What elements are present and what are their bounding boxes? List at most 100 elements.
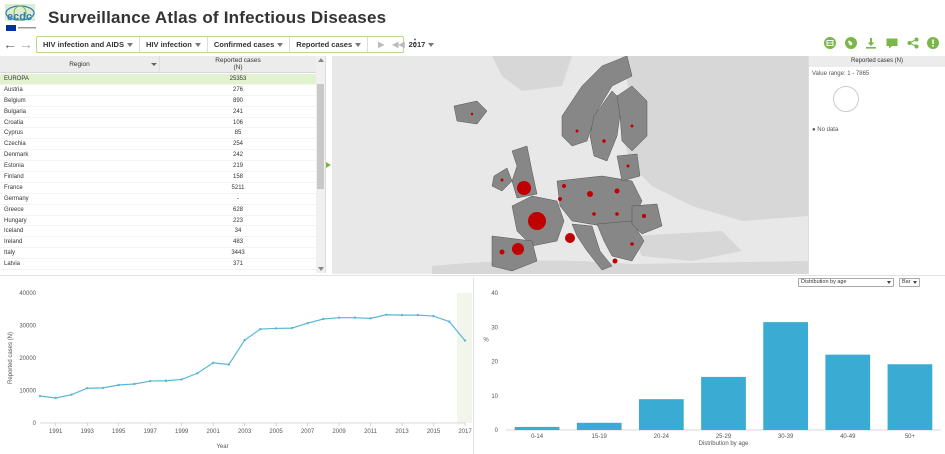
trend-point[interactable] [196,372,199,375]
trend-point[interactable] [274,327,278,330]
x-tick-label: 25-29 [716,434,732,440]
trend-point[interactable] [290,326,294,330]
chart-type-select[interactable]: Bar [899,278,920,287]
case-type-filter[interactable]: Confirmed cases [208,37,291,52]
table-row[interactable]: Denmark 242 [0,150,316,162]
trend-point[interactable] [385,313,388,316]
trend-point[interactable] [86,387,89,390]
table-row[interactable]: Italy 3443 [0,248,316,260]
table-row[interactable]: Finland 158 [0,172,316,183]
trend-point[interactable] [259,327,262,331]
trend-point[interactable] [463,339,467,342]
table-row[interactable]: Austria 276 [0,85,316,96]
table-row[interactable]: EUROPA 25353 [0,74,316,85]
back-button[interactable]: ← [3,36,17,52]
forward-button[interactable]: → [19,36,33,52]
trend-point[interactable] [227,363,231,366]
trend-point[interactable] [101,386,105,390]
legend-bubble [833,86,859,112]
trend-point[interactable] [164,379,168,382]
trend-point[interactable] [54,396,57,400]
table-row[interactable]: Iceland 34 [0,226,316,238]
bar-15-19[interactable] [576,422,622,430]
table-icon[interactable] [824,37,836,49]
bar-25-29[interactable] [701,376,746,430]
map-country-central-europe [556,175,643,227]
bar-30-39[interactable] [763,322,809,430]
alert-icon[interactable] [927,37,939,49]
scroll-thumb[interactable] [317,84,324,189]
map-bubble-baltics [626,164,630,168]
more-options-icon[interactable]: ⋮ [410,38,420,49]
chevron-down-icon [194,42,201,47]
trend-point[interactable] [133,382,136,386]
comment-icon[interactable] [886,37,898,49]
map-region-north-africa [432,260,808,274]
download-icon[interactable] [865,37,877,49]
scroll-down-icon[interactable] [318,267,324,271]
y-tick-label: 10 [491,394,498,400]
trend-point[interactable] [353,316,357,319]
cases-cell: 628 [232,206,243,213]
trend-point[interactable] [117,383,120,387]
map-country-iceland [453,100,488,125]
distribution-select[interactable]: Distribution by age [798,278,894,287]
bar-20-24[interactable] [638,399,684,430]
trend-point[interactable] [38,394,42,398]
trend-chart-svg: 0 10000 20000 30000 40000 1991 1993 1995 1997 199… [8,291,473,450]
table-row[interactable]: Cyprus 85 [0,128,316,140]
trend-point[interactable] [337,316,341,319]
trend-point[interactable] [243,338,246,342]
table-row[interactable]: Croatia 106 [0,118,316,129]
share-icon[interactable] [907,37,919,49]
y-tick-label: 20000 [19,356,36,362]
trend-point[interactable] [306,322,309,325]
step-back-icon[interactable]: ◀◀ [392,40,405,49]
cases-column-header[interactable]: Reported cases (N) [160,57,316,71]
year-filter[interactable]: ▶ ◀◀ 2017 [368,37,440,52]
region-column-header[interactable]: Region [0,56,160,73]
trend-line[interactable] [39,314,466,399]
trend-point[interactable] [400,313,404,317]
table-row[interactable]: Estonia 219 [0,161,316,173]
indicator-filter[interactable]: Reported cases [290,37,369,52]
bar-40-49[interactable] [825,354,871,430]
play-icon[interactable]: ▶ [378,40,385,49]
table-row[interactable]: Czechia 254 [0,139,316,151]
trend-point[interactable] [148,379,152,383]
globe-icon[interactable] [845,37,857,49]
expand-panel-icon[interactable] [326,162,331,168]
region-cell: Croatia [4,119,24,126]
ecdc-logo[interactable]: ecdc [4,3,38,33]
subtype-filter[interactable]: HIV infection [140,37,208,52]
trend-point[interactable] [211,361,215,365]
trend-point[interactable] [416,313,419,317]
table-row[interactable]: Latvia 371 [0,259,316,271]
sort-icon[interactable] [151,63,157,66]
y-tick-label: 30 [491,325,498,331]
table-scrollbar[interactable] [316,56,325,273]
table-row[interactable]: Belgium 890 [0,96,316,107]
table-row[interactable]: Germany - [0,194,316,205]
scroll-up-icon[interactable] [318,58,324,62]
disease-filter[interactable]: HIV infection and AIDS [37,37,140,52]
trend-point[interactable] [448,320,451,323]
table-row[interactable]: France 5211 [0,183,316,194]
table-row[interactable]: Hungary 223 [0,216,316,227]
bar-0-14[interactable] [514,426,560,430]
y-tick-label: 20 [491,360,498,366]
table-row[interactable]: Bulgaria 241 [0,107,316,118]
region-cell: Cyprus [4,130,24,137]
table-row[interactable]: Ireland 483 [0,237,316,249]
trend-point[interactable] [432,314,435,318]
table-row[interactable]: Greece 628 [0,205,316,216]
europe-map[interactable] [332,56,808,274]
trend-point[interactable] [180,378,183,381]
bar-50+[interactable] [887,364,933,430]
trend-point[interactable] [369,317,372,320]
x-tick-label: 2007 [301,429,315,435]
indicator-filter-label: Reported cases [296,40,353,49]
trend-point[interactable] [322,317,325,321]
region-column-label: Region [69,61,90,68]
trend-point[interactable] [70,393,73,396]
